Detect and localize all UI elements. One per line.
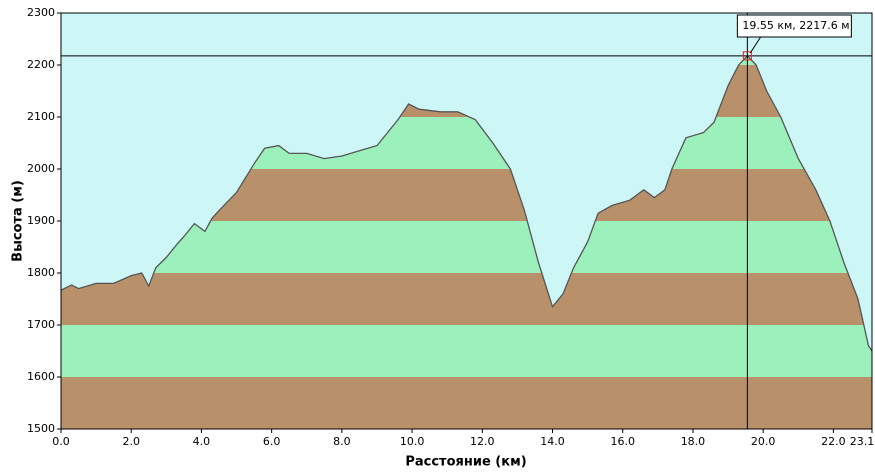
- elevation-line: [60, 54, 873, 352]
- x-tick-label: 18.0: [681, 435, 706, 448]
- x-tick-label: 12.0: [470, 435, 495, 448]
- y-tick-label: 1600: [27, 370, 55, 383]
- x-tick-label: 14.0: [540, 435, 565, 448]
- cursor-leader: [749, 35, 762, 54]
- y-tick-label: 2300: [27, 6, 55, 19]
- y-tick-label: 2000: [27, 162, 55, 175]
- x-axis-title: Расстояние (км): [405, 455, 526, 470]
- x-tick-label: 23.1: [850, 435, 875, 448]
- x-tick-label: 8.0: [333, 435, 351, 448]
- elevation-band: [61, 221, 872, 273]
- y-tick-label: 2100: [27, 110, 55, 123]
- y-tick-label: 1900: [27, 214, 55, 227]
- elevation-band: [61, 325, 872, 377]
- x-tick-label: 4.0: [193, 435, 211, 448]
- x-tick-label: 0.0: [52, 435, 70, 448]
- y-tick-label: 1500: [27, 422, 55, 435]
- x-tick-label: 22.0: [821, 435, 846, 448]
- x-tick-label: 20.0: [751, 435, 776, 448]
- plot-frame: [60, 12, 873, 430]
- y-axis-title: Высота (м): [11, 180, 26, 262]
- x-tick-label: 10.0: [400, 435, 425, 448]
- cursor-box: [736, 14, 852, 38]
- x-tick-label: 16.0: [610, 435, 635, 448]
- y-tick-label: 1700: [27, 318, 55, 331]
- y-tick-label: 2200: [27, 58, 55, 71]
- x-tick-label: 2.0: [122, 435, 140, 448]
- elevation-band: [61, 377, 872, 429]
- elevation-band: [61, 273, 872, 325]
- cursor-label: 19.55 км, 2217.6 м: [742, 19, 849, 32]
- cursor-marker: [742, 51, 752, 61]
- x-tick-label: 6.0: [263, 435, 281, 448]
- y-tick-label: 1800: [27, 266, 55, 279]
